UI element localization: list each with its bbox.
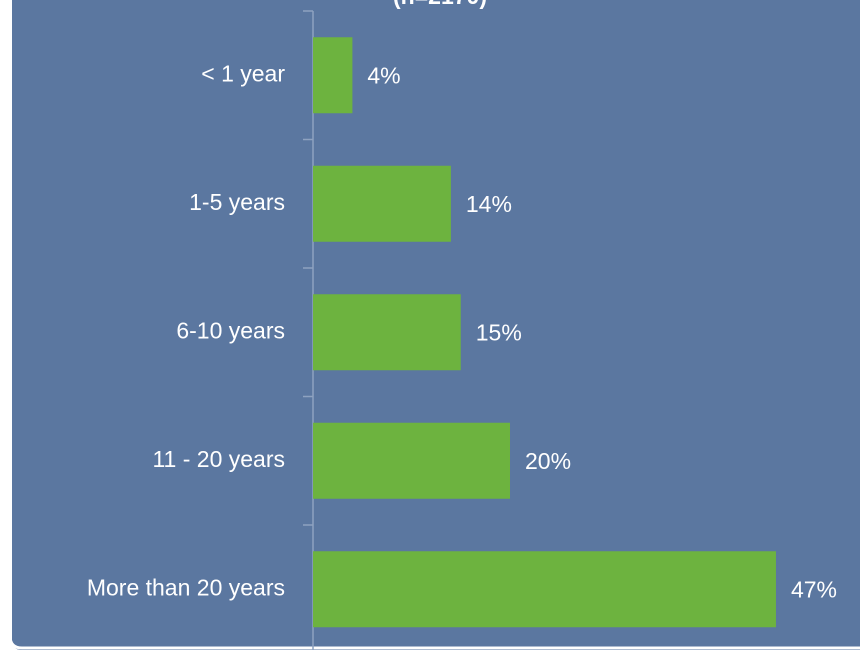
y-tick-label: 1-5 years <box>189 189 285 215</box>
bar <box>313 551 776 628</box>
chart-subtitle: (n=2170) <box>393 0 487 9</box>
y-tick-label: More than 20 years <box>87 574 285 600</box>
data-label: 4% <box>367 62 400 88</box>
frame <box>8 0 860 650</box>
bar <box>313 165 451 242</box>
data-label: 14% <box>466 191 512 217</box>
bar <box>313 37 353 114</box>
data-label: 15% <box>476 319 522 345</box>
y-tick-label: < 1 year <box>201 60 285 86</box>
bar <box>313 294 461 371</box>
bar <box>313 422 510 499</box>
y-tick-label: 11 - 20 years <box>152 446 285 472</box>
data-label: 20% <box>525 448 571 474</box>
y-tick-label: 6-10 years <box>176 317 285 343</box>
data-label: 47% <box>791 576 837 602</box>
